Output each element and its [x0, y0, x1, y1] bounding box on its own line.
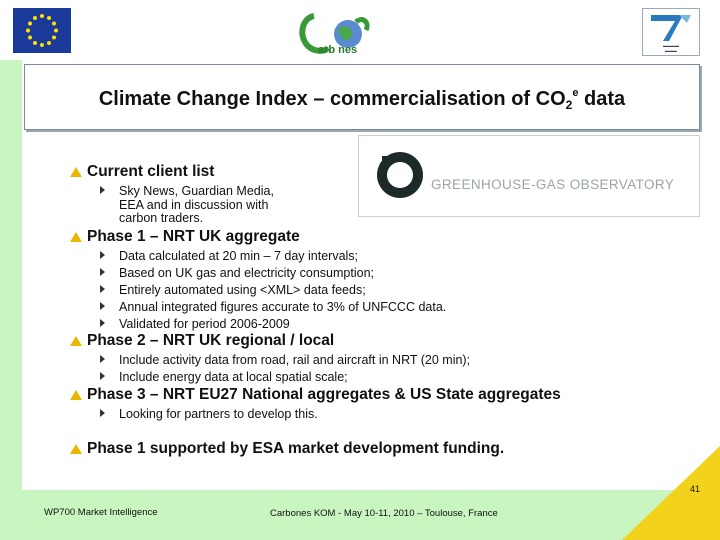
carbones-logo: arb nes — [296, 8, 396, 62]
bullet-text: Phase 2 – NRT UK regional / local — [87, 332, 335, 349]
content-panel — [22, 58, 720, 490]
sub-bullet-text: Annual integrated figures accurate to 3%… — [119, 300, 447, 314]
bullet-text: Phase 3 – NRT EU27 National aggregates &… — [87, 386, 561, 403]
sub-bullet-text: carbon traders. — [119, 211, 204, 225]
sub-bullet-text: Include activity data from road, rail an… — [119, 353, 471, 367]
footer-middle-text: Carbones KOM - May 10-11, 2010 – Toulous… — [270, 508, 498, 519]
triangle-bullet-icon — [70, 232, 82, 242]
triangle-bullet-icon — [70, 444, 82, 454]
title-subscript: 2 — [565, 98, 573, 112]
arrow-bullet-icon — [100, 285, 105, 293]
sub-bullet-text: Sky News, Guardian Media, — [119, 184, 274, 198]
eu-flag-logo — [13, 8, 71, 53]
bullet-text: Phase 1 supported by ESA market developm… — [87, 440, 505, 457]
page-corner-triangle — [622, 446, 720, 540]
triangle-bullet-icon — [70, 167, 82, 177]
arrow-bullet-icon — [100, 186, 105, 194]
sub-bullet-text: Entirely automated using <XML> data feed… — [119, 283, 366, 297]
sub-bullet-text: Include energy data at local spatial sca… — [119, 370, 348, 384]
slide-title: Climate Change Index – commercialisation… — [25, 87, 699, 112]
carbones-logo-text: arb nes — [318, 44, 357, 56]
ghg-observatory-logo: GREENHOUSE-GAS OBSERVATORY — [358, 135, 700, 217]
sub-bullet-text: EEA and in discussion with — [119, 198, 269, 212]
sub-bullet-text: Validated for period 2006-2009 — [119, 317, 290, 331]
left-green-strip — [0, 60, 22, 540]
triangle-bullet-icon — [70, 390, 82, 400]
arrow-bullet-icon — [100, 268, 105, 276]
sub-bullet-text: Looking for partners to develop this. — [119, 407, 318, 421]
page-number: 41 — [690, 484, 701, 494]
arrow-bullet-icon — [100, 319, 105, 327]
sub-bullet-text: Based on UK gas and electricity consumpt… — [119, 266, 374, 280]
arrow-bullet-icon — [100, 251, 105, 259]
fp7-caption: ▬▬▬▬ ▬▬▬ — [663, 43, 679, 53]
title-end: data — [578, 88, 626, 110]
triangle-bullet-icon — [70, 336, 82, 346]
arrow-bullet-icon — [100, 372, 105, 380]
arrow-bullet-icon — [100, 302, 105, 310]
footer-left-text: WP700 Market Intelligence — [44, 507, 158, 518]
arrow-bullet-icon — [100, 355, 105, 363]
bullet-text: Current client list — [87, 163, 215, 180]
fp7-logo: ▬▬▬▬ ▬▬▬ — [642, 8, 700, 56]
sub-bullet-text: Data calculated at 20 min – 7 day interv… — [119, 249, 359, 263]
title-box: Climate Change Index – commercialisation… — [24, 64, 700, 130]
title-text: Climate Change Index – commercialisation… — [98, 88, 566, 110]
bullet-text: Phase 1 – NRT UK aggregate — [87, 228, 300, 245]
ghg-bar-icon — [382, 156, 405, 162]
ghg-logo-text: GREENHOUSE-GAS OBSERVATORY — [431, 177, 675, 192]
arrow-bullet-icon — [100, 409, 105, 417]
title-superscript: e — [572, 87, 579, 99]
